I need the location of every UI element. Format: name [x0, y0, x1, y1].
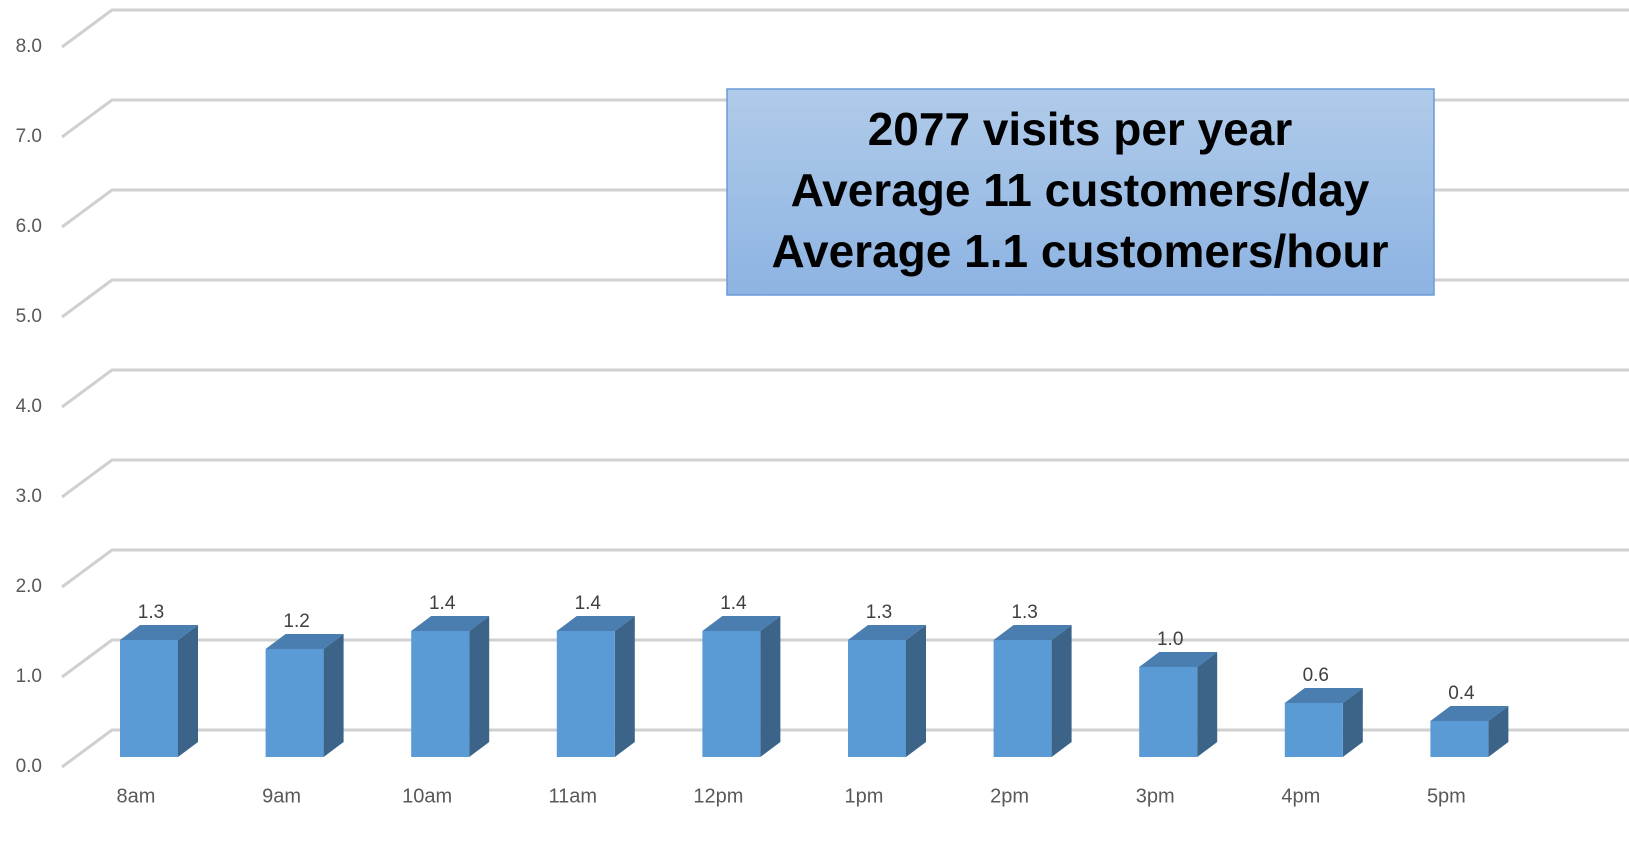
- x-tick-label: 3pm: [1136, 785, 1175, 807]
- x-tick-label: 8am: [117, 785, 156, 807]
- y-tick-label: 4.0: [16, 396, 42, 417]
- grid-line: [61, 638, 1629, 679]
- bar: [1284, 703, 1343, 757]
- bar-top: [993, 625, 1072, 640]
- bar-side: [1197, 652, 1218, 757]
- x-tick-label: 11am: [549, 785, 598, 807]
- bar-side: [906, 625, 926, 757]
- annotation-text: 2077 visits per year: [868, 103, 1293, 155]
- data-label: 0.6: [1303, 665, 1329, 686]
- bar-top: [1139, 652, 1218, 667]
- bar: [702, 631, 761, 757]
- bar-top: [1284, 688, 1363, 703]
- data-label: 1.2: [283, 611, 309, 632]
- bar-top: [411, 616, 490, 631]
- data-label: 1.3: [866, 602, 892, 623]
- bar-top: [556, 616, 635, 631]
- y-tick-label: 8.0: [16, 36, 42, 57]
- x-tick-label: 2pm: [990, 785, 1029, 807]
- x-tick-label: 12pm: [693, 785, 743, 807]
- bar: [265, 649, 324, 757]
- data-label: 1.0: [1157, 629, 1183, 650]
- bar-side: [1342, 688, 1363, 757]
- bar-side: [614, 616, 635, 757]
- grid-line: [61, 458, 1629, 499]
- grid-line: [61, 8, 1629, 49]
- bar-top: [265, 634, 344, 649]
- data-label: 1.3: [1011, 602, 1037, 623]
- y-tick-label: 7.0: [16, 126, 42, 147]
- bar-side: [178, 625, 198, 757]
- bar: [993, 640, 1052, 757]
- bar-top: [848, 625, 926, 640]
- bar-side: [1051, 625, 1072, 757]
- bar: [1430, 721, 1489, 757]
- annotation-text: Average 11 customers/day: [791, 164, 1370, 216]
- bar-top: [1430, 706, 1509, 721]
- grid-line: [61, 368, 1629, 409]
- annotation-text: Average 1.1 customers/hour: [772, 225, 1389, 277]
- data-label: 1.4: [720, 593, 747, 614]
- data-label: 0.4: [1448, 683, 1475, 704]
- bar-side: [1488, 706, 1509, 757]
- x-tick-label: 4pm: [1281, 785, 1320, 807]
- annotation-box: [726, 88, 1435, 296]
- grid-line: [61, 548, 1629, 589]
- x-tick-label: 5pm: [1427, 785, 1466, 807]
- bar-side: [760, 616, 781, 757]
- bar-side: [323, 634, 344, 757]
- x-tick-label: 9am: [262, 785, 301, 807]
- bar: [1139, 667, 1198, 757]
- data-label: 1.4: [429, 593, 456, 614]
- y-tick-label: 2.0: [16, 576, 42, 597]
- bar: [120, 640, 178, 757]
- grid-line: [61, 728, 1629, 769]
- data-label: 1.3: [138, 602, 164, 623]
- bar-top: [120, 625, 198, 640]
- bar: [411, 631, 470, 757]
- bar: [556, 631, 615, 757]
- bar-side: [469, 616, 490, 757]
- y-tick-label: 1.0: [16, 666, 42, 687]
- y-tick-label: 0.0: [16, 756, 42, 777]
- bar-top: [702, 616, 781, 631]
- y-tick-label: 3.0: [16, 486, 42, 507]
- bar: [848, 640, 906, 757]
- y-tick-label: 5.0: [16, 306, 42, 327]
- data-label: 1.4: [575, 593, 602, 614]
- x-tick-label: 10am: [402, 785, 452, 807]
- y-tick-label: 6.0: [16, 216, 42, 237]
- x-tick-label: 1pm: [845, 785, 884, 807]
